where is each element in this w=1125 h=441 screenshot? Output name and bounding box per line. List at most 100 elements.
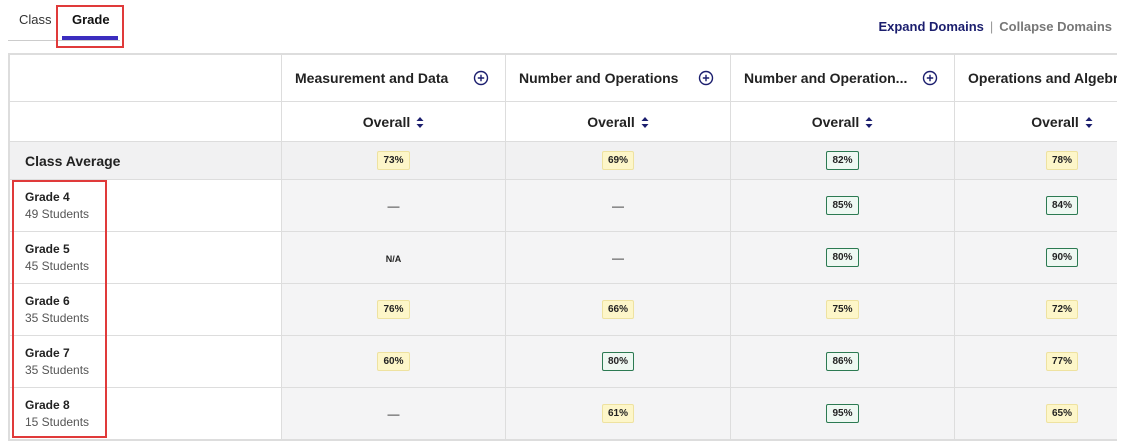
- grade-row: Grade 8 15 Students — 61% 95% 65%: [9, 387, 1117, 440]
- highlight-box: [12, 180, 107, 438]
- sub-header: Overall: [505, 101, 731, 142]
- expand-icon[interactable]: [922, 70, 938, 86]
- grade-name: Grade 7: [25, 346, 70, 360]
- score-badge: 60%: [377, 352, 410, 371]
- score-badge: 80%: [601, 352, 634, 371]
- score-cell: 76%: [281, 283, 506, 336]
- score-cell: 82%: [730, 141, 955, 180]
- sub-header-text: Overall: [587, 113, 635, 130]
- student-count: 45 Students: [25, 259, 90, 273]
- column-header: Number and Operation...: [730, 54, 955, 102]
- score-badge: 84%: [1045, 196, 1078, 215]
- grade-name: Grade 4: [25, 190, 70, 204]
- score-badge: 73%: [377, 151, 410, 170]
- tab-underline: [62, 36, 118, 40]
- sort-icon[interactable]: [641, 116, 649, 129]
- grade-cell: Grade 6 35 Students: [9, 283, 282, 336]
- column-header: Measurement and Data: [281, 54, 506, 102]
- grade-name: Grade 6: [25, 294, 70, 308]
- score-badge: 76%: [377, 300, 410, 319]
- grade-row: Grade 5 45 Students N/A — 80% 90%: [9, 231, 1117, 284]
- score-badge: 77%: [1045, 352, 1078, 371]
- scores-table: Measurement and Data Number and Operation…: [9, 54, 1117, 440]
- score-badge: 82%: [826, 151, 859, 170]
- tab-grade[interactable]: Grade: [72, 12, 110, 27]
- score-text: N/A: [385, 254, 402, 264]
- column-title-text: Number and Operations: [519, 70, 679, 86]
- score-badge: 72%: [1045, 300, 1078, 319]
- score-cell: 86%: [730, 335, 955, 388]
- score-cell: 80%: [730, 231, 955, 284]
- sub-header: Overall: [730, 101, 955, 142]
- score-badge: 66%: [601, 300, 634, 319]
- expand-icon[interactable]: [473, 70, 489, 86]
- sort-icon[interactable]: [416, 116, 424, 129]
- grade-cell: Grade 5 45 Students: [9, 231, 282, 284]
- score-badge: 85%: [826, 196, 859, 215]
- score-cell: 61%: [505, 387, 731, 440]
- score-cell: 95%: [730, 387, 955, 440]
- score-text: —: [387, 199, 400, 213]
- score-cell: 65%: [954, 387, 1117, 440]
- score-cell: 75%: [730, 283, 955, 336]
- domain-links: Expand Domains | Collapse Domains: [878, 19, 1112, 34]
- score-badge: 95%: [826, 404, 859, 423]
- tab-class[interactable]: Class: [19, 12, 52, 27]
- score-cell: —: [505, 179, 731, 232]
- score-cell: —: [505, 231, 731, 284]
- column-title-text: Measurement and Data: [295, 70, 449, 86]
- separator: |: [989, 19, 994, 34]
- grade-name: Grade 5: [25, 242, 70, 256]
- score-badge: 80%: [826, 248, 859, 267]
- column-title: Number and Operation...: [731, 70, 954, 86]
- student-count: 35 Students: [25, 311, 90, 325]
- score-cell: 72%: [954, 283, 1117, 336]
- score-badge: 86%: [826, 352, 859, 371]
- class-average-row: Class Average 73% 69% 82% 78%: [9, 141, 1117, 180]
- score-badge: 78%: [1045, 151, 1078, 170]
- score-cell: 69%: [505, 141, 731, 180]
- sub-header-text: Overall: [1031, 113, 1079, 130]
- score-badge: 75%: [826, 300, 859, 319]
- corner-cell: [9, 54, 282, 102]
- sub-header-text: Overall: [362, 113, 411, 130]
- tab-divider: [8, 40, 120, 41]
- score-cell: N/A: [281, 231, 506, 284]
- score-badge: 90%: [1045, 248, 1078, 267]
- row-label: Class Average: [9, 141, 282, 180]
- column-title: Operations and Algebr: [955, 70, 1117, 86]
- score-cell: 77%: [954, 335, 1117, 388]
- grade-row: Grade 4 49 Students — — 85% 84%: [9, 179, 1117, 232]
- highlight-box: [56, 5, 124, 48]
- sub-header-text: Overall: [811, 113, 860, 130]
- header-row: Measurement and Data Number and Operation…: [9, 54, 1117, 102]
- score-cell: 90%: [954, 231, 1117, 284]
- column-header: Number and Operations: [505, 54, 731, 102]
- sort-icon[interactable]: [1085, 116, 1093, 129]
- expand-icon[interactable]: [698, 70, 714, 86]
- sub-header: Overall: [954, 101, 1117, 142]
- score-cell: 66%: [505, 283, 731, 336]
- score-badge: 69%: [601, 151, 634, 170]
- subheader-row: Overall Overall Overall Overall: [9, 101, 1117, 142]
- corner-cell: [9, 101, 282, 142]
- column-header: Operations and Algebr: [954, 54, 1117, 102]
- score-cell: 73%: [281, 141, 506, 180]
- student-count: 49 Students: [25, 207, 90, 221]
- column-title: Number and Operations: [506, 70, 730, 86]
- grade-row: Grade 7 35 Students 60% 80% 86% 77%: [9, 335, 1117, 388]
- score-text: —: [612, 199, 624, 213]
- score-cell: 80%: [505, 335, 731, 388]
- score-cell: 60%: [281, 335, 506, 388]
- score-cell: —: [281, 387, 506, 440]
- expand-link[interactable]: Expand Domains: [878, 19, 984, 34]
- student-count: 35 Students: [25, 363, 90, 377]
- grade-row: Grade 6 35 Students 76% 66% 75% 72%: [9, 283, 1117, 336]
- student-count: 15 Students: [25, 415, 90, 429]
- score-cell: 78%: [954, 141, 1117, 180]
- score-cell: 84%: [954, 179, 1117, 232]
- score-badge: 61%: [601, 404, 634, 423]
- sort-icon[interactable]: [865, 116, 873, 129]
- collapse-link[interactable]: Collapse Domains: [999, 19, 1112, 34]
